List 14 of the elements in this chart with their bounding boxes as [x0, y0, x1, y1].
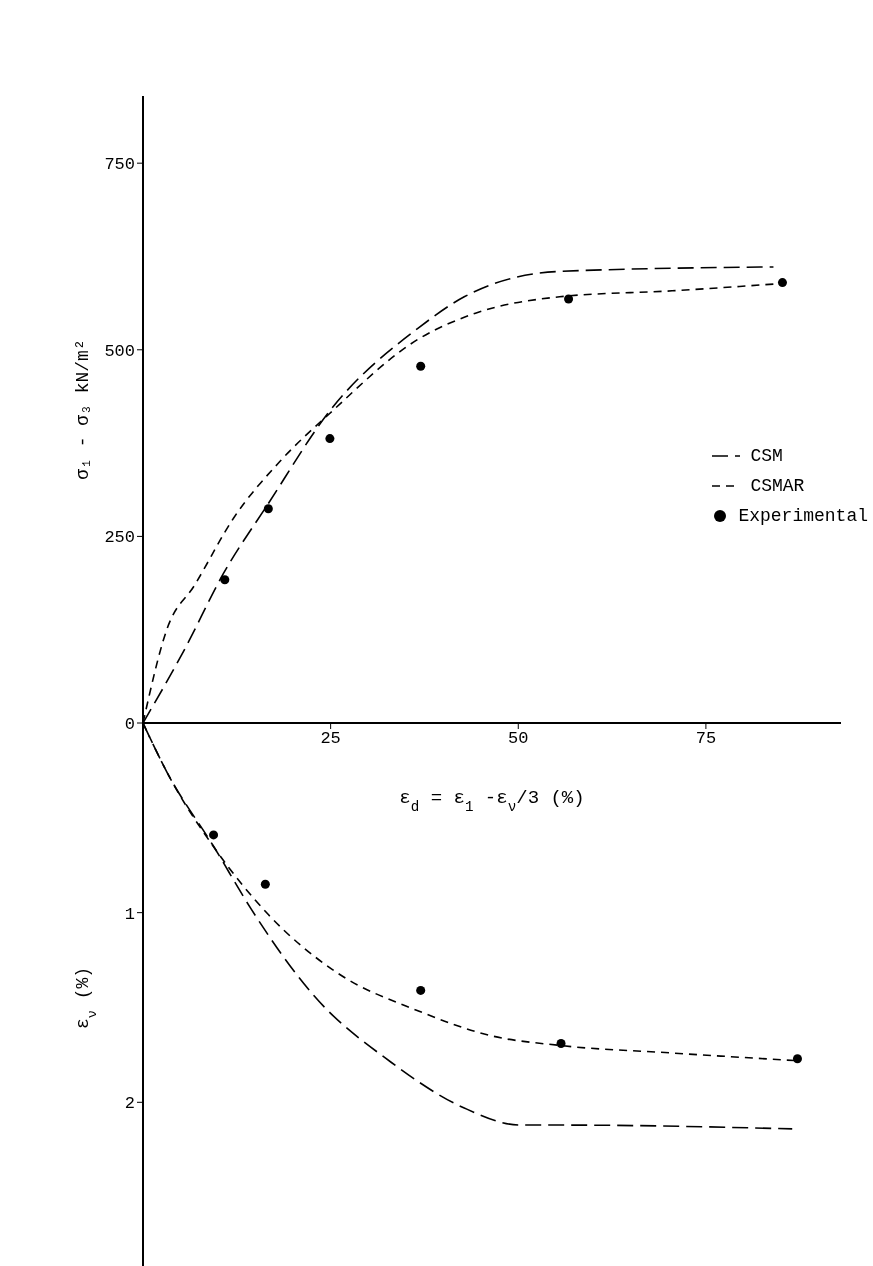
legend-label: Experimental — [738, 505, 868, 526]
legend-label: CSMAR — [750, 475, 805, 496]
y-tick-label: 2 — [124, 1094, 135, 1114]
x-axis-title: ε$_{d}$ = ε$_{1}$ -ε$_{ν}$/3 (%) — [399, 787, 585, 815]
y-axis-title: σ₁ - σ₃ kN/m² — [73, 339, 93, 480]
x-tick-label: 50 — [508, 729, 529, 749]
x-tick-label: 75 — [695, 729, 717, 749]
y-tick-label: 1 — [124, 904, 135, 924]
y-tick-label: 0 — [124, 715, 135, 735]
y-tick-label: 500 — [104, 341, 135, 361]
x-tick-label: 25 — [320, 729, 341, 749]
y-tick-label: 750 — [104, 155, 135, 175]
legend-label: CSM — [750, 445, 783, 466]
y-tick-label: 250 — [104, 528, 135, 548]
